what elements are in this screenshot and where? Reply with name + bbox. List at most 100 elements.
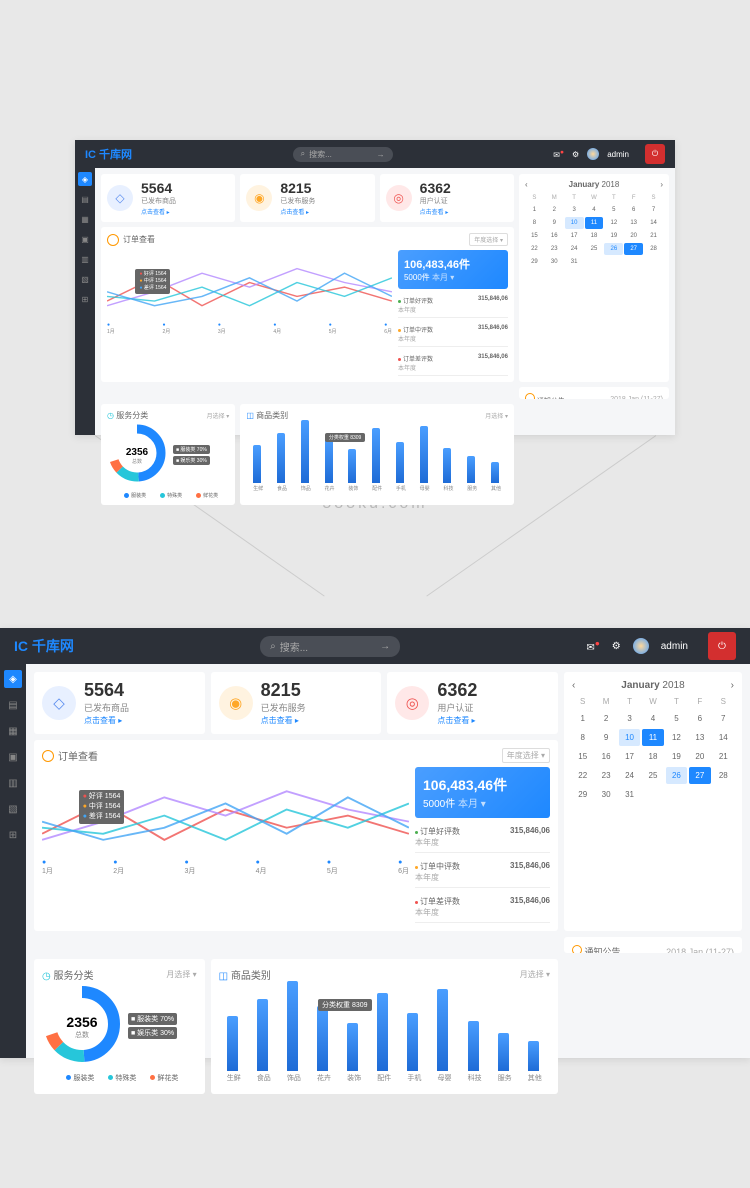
cal-day[interactable]: [644, 256, 663, 268]
cal-day[interactable]: 22: [572, 767, 593, 784]
sidebar-item-4[interactable]: ▥: [78, 252, 92, 266]
bar-item[interactable]: 配件: [377, 993, 391, 1083]
donut-selector[interactable]: 月选择 ▾: [207, 411, 230, 420]
bar-item[interactable]: 科技: [468, 1021, 482, 1083]
cal-day[interactable]: 5: [604, 204, 623, 216]
gear-icon[interactable]: ⚙: [572, 150, 579, 159]
sidebar-item-2[interactable]: ▦: [4, 722, 22, 740]
sidebar-item-1[interactable]: ▤: [78, 192, 92, 206]
cal-day[interactable]: [642, 786, 663, 803]
cal-prev[interactable]: ‹: [572, 680, 575, 691]
bar-item[interactable]: 食品: [277, 433, 287, 492]
bar-item[interactable]: 生鲜: [227, 1016, 241, 1083]
cal-day[interactable]: 7: [713, 710, 734, 727]
cal-day[interactable]: [713, 786, 734, 803]
username[interactable]: admin: [607, 150, 629, 159]
bar-item[interactable]: 食品: [257, 999, 271, 1083]
cal-day[interactable]: 29: [525, 256, 544, 268]
chart-selector[interactable]: 年度选择 ▾: [469, 233, 508, 246]
mail-icon[interactable]: ✉●: [553, 149, 564, 160]
cal-day[interactable]: 18: [642, 748, 663, 765]
bar-selector[interactable]: 月选择 ▾: [520, 969, 550, 980]
cal-day[interactable]: 21: [713, 748, 734, 765]
stat-action[interactable]: 点击查看 ▸: [141, 207, 176, 216]
bar-item[interactable]: 服务: [467, 456, 477, 492]
cal-day[interactable]: 23: [545, 243, 564, 255]
logo[interactable]: IC 千库网: [14, 636, 74, 656]
bar-item[interactable]: 其他: [491, 462, 501, 492]
cal-day[interactable]: 4: [642, 710, 663, 727]
bar-item[interactable]: 配件: [372, 428, 382, 492]
search-input[interactable]: ⌕搜索...→: [293, 147, 393, 162]
cal-day[interactable]: 11: [642, 729, 663, 746]
stat-action[interactable]: 点击查看 ▸: [84, 715, 129, 726]
cal-day[interactable]: 20: [624, 230, 643, 242]
sidebar-item-6[interactable]: ⊞: [4, 826, 22, 844]
stat-card-2[interactable]: ◉ 8215 已发布服务 点击查看 ▸: [240, 174, 374, 222]
cal-day[interactable]: 19: [604, 230, 623, 242]
cal-day[interactable]: 25: [585, 243, 604, 255]
bar-item[interactable]: 花卉: [317, 1006, 331, 1083]
bar-item[interactable]: 其他: [528, 1041, 542, 1083]
chart-selector[interactable]: 年度选择 ▾: [502, 748, 550, 763]
cal-day[interactable]: 22: [525, 243, 544, 255]
avatar[interactable]: [633, 638, 649, 654]
cal-day[interactable]: 27: [689, 767, 710, 784]
bar-selector[interactable]: 月选择 ▾: [485, 411, 508, 420]
bar-item[interactable]: 装饰: [347, 1023, 361, 1083]
stat-card-1[interactable]: ◇ 5564 已发布商品 点击查看 ▸: [34, 672, 205, 734]
cal-day[interactable]: 14: [713, 729, 734, 746]
cal-day[interactable]: 6: [689, 710, 710, 727]
bar-item[interactable]: 母婴: [420, 426, 430, 492]
cal-day[interactable]: 2: [595, 710, 616, 727]
sidebar-item-5[interactable]: ▧: [4, 800, 22, 818]
cal-day[interactable]: 13: [689, 729, 710, 746]
cal-day[interactable]: 5: [666, 710, 687, 727]
sidebar-item-0[interactable]: ◈: [4, 670, 22, 688]
logo[interactable]: IC 千库网: [85, 146, 132, 162]
cal-day[interactable]: 3: [565, 204, 584, 216]
cal-prev[interactable]: ‹: [525, 180, 528, 189]
cal-day[interactable]: 20: [689, 748, 710, 765]
mail-icon[interactable]: ✉●: [586, 638, 599, 653]
cal-day[interactable]: [585, 256, 604, 268]
cal-day[interactable]: [689, 786, 710, 803]
bar-item[interactable]: 服务: [498, 1033, 512, 1083]
sidebar-item-2[interactable]: ▦: [78, 212, 92, 226]
cal-day[interactable]: 28: [644, 243, 663, 255]
stat-card-3[interactable]: ◎ 6362 用户认证 点击查看 ▸: [387, 672, 558, 734]
bar-item[interactable]: 手机: [396, 442, 406, 492]
cal-day[interactable]: 25: [642, 767, 663, 784]
cal-day[interactable]: 16: [545, 230, 564, 242]
stat-card-1[interactable]: ◇ 5564 已发布商品 点击查看 ▸: [101, 174, 235, 222]
cal-day[interactable]: 4: [585, 204, 604, 216]
cal-day[interactable]: 19: [666, 748, 687, 765]
cal-day[interactable]: 15: [525, 230, 544, 242]
cal-day[interactable]: 8: [572, 729, 593, 746]
bar-item[interactable]: 母婴: [437, 989, 451, 1083]
power-button[interactable]: ⏻: [708, 632, 736, 660]
cal-day[interactable]: [624, 256, 643, 268]
cal-day[interactable]: 12: [666, 729, 687, 746]
sidebar-item-3[interactable]: ▣: [78, 232, 92, 246]
cal-day[interactable]: 30: [595, 786, 616, 803]
sidebar-item-3[interactable]: ▣: [4, 748, 22, 766]
avatar[interactable]: [587, 148, 599, 160]
cal-day[interactable]: 7: [644, 204, 663, 216]
bar-item[interactable]: 生鲜: [253, 445, 263, 493]
cal-day[interactable]: 29: [572, 786, 593, 803]
cal-day[interactable]: 14: [644, 217, 663, 229]
power-button[interactable]: ⏻: [645, 144, 665, 164]
cal-day[interactable]: 13: [624, 217, 643, 229]
cal-day[interactable]: 26: [666, 767, 687, 784]
cal-day[interactable]: 1: [572, 710, 593, 727]
cal-day[interactable]: 23: [595, 767, 616, 784]
stat-action[interactable]: 点击查看 ▸: [280, 207, 315, 216]
cal-next[interactable]: ›: [731, 680, 734, 691]
stat-card-3[interactable]: ◎ 6362 用户认证 点击查看 ▸: [380, 174, 514, 222]
bar-item[interactable]: 科技: [443, 448, 453, 492]
bar-item[interactable]: 饰品: [287, 981, 301, 1083]
stat-action[interactable]: 点击查看 ▸: [261, 715, 306, 726]
cal-day[interactable]: 18: [585, 230, 604, 242]
donut-selector[interactable]: 月选择 ▾: [166, 969, 196, 980]
